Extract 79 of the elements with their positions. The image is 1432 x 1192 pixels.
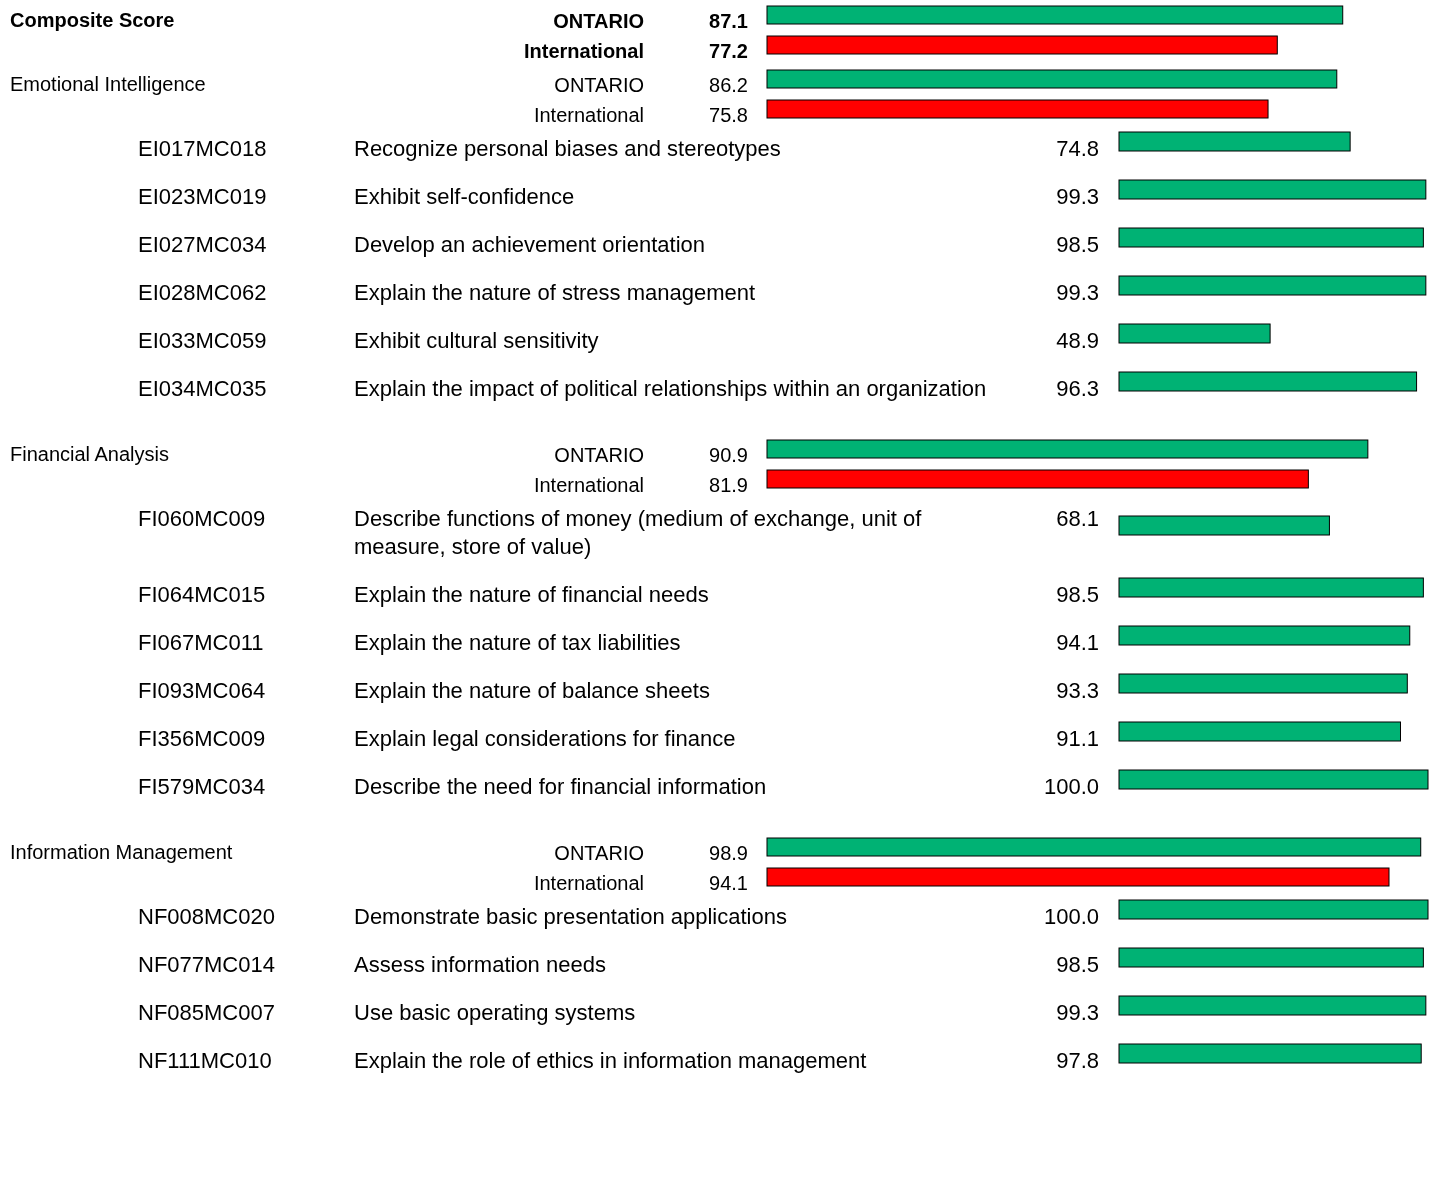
text: NF111MC010 (138, 1048, 272, 1073)
y-tick-label: Assess information needs (354, 952, 606, 977)
y-tick-label: Explain the nature of stress management (354, 280, 756, 305)
data-label: 100.0 (1043, 904, 1099, 929)
data-label: 93.3 (1056, 678, 1099, 703)
data-label: 75.8 (709, 104, 748, 126)
bar (1118, 769, 1429, 790)
data-label: 96.3 (1056, 376, 1099, 401)
text: FI579MC034 (138, 774, 266, 799)
text: NF077MC014 (138, 952, 275, 977)
y-tick-label: Explain the nature of financial needs (354, 582, 709, 607)
y-tick-label: Exhibit cultural sensitivity (354, 328, 599, 353)
text: FI093MC064 (138, 678, 266, 703)
data-label: 77.2 (709, 40, 748, 62)
data-label: 99.3 (1056, 1000, 1099, 1025)
data-label: 98.9 (709, 842, 748, 864)
data-label: 98.5 (1056, 582, 1099, 607)
text: FI064MC015 (138, 582, 266, 607)
data-label: 48.9 (1056, 328, 1099, 353)
y-axis-title: Composite Score (10, 9, 175, 31)
y-tick-label: Develop an achievement orientation (354, 232, 706, 257)
data-label: 94.1 (709, 872, 748, 894)
y-tick-label: Explain the nature of balance sheets (354, 678, 710, 703)
bar (1118, 577, 1424, 598)
bar (1118, 323, 1271, 344)
y-tick-label: Describe functions of money (medium of exchange, unit of measure, store of value) (354, 506, 923, 559)
bar (1118, 131, 1351, 152)
y-tick-label: International (523, 40, 644, 62)
y-tick-label: Explain the impact of political relationships within an organization (354, 376, 987, 401)
y-tick-label: ONTARIO (554, 842, 644, 864)
data-label: 74.8 (1056, 136, 1099, 161)
bar (1118, 721, 1401, 742)
text: NF008MC020 (138, 904, 275, 929)
data-label: 87.1 (709, 10, 748, 32)
y-tick-label: Describe the need for financial information (354, 774, 767, 799)
bar (1118, 673, 1408, 694)
data-label: 97.8 (1056, 1048, 1099, 1073)
text: EI028MC062 (138, 280, 267, 305)
data-label: 99.3 (1056, 280, 1099, 305)
y-tick-label: Explain legal considerations for finance (354, 726, 736, 751)
data-label: 98.5 (1056, 952, 1099, 977)
y-tick-label: Recognize personal biases and stereotypes (354, 136, 781, 161)
text: FI356MC009 (138, 726, 266, 751)
text: FI067MC011 (138, 630, 264, 655)
y-axis-title: Information Management (10, 841, 233, 863)
y-tick-label: International (533, 474, 644, 496)
data-label: 86.2 (709, 74, 748, 96)
data-label: 94.1 (1056, 630, 1099, 655)
data-label: 90.9 (709, 444, 748, 466)
y-axis-title: Emotional Intelligence (10, 73, 206, 95)
data-label: 99.3 (1056, 184, 1099, 209)
y-tick-label: Explain the nature of tax liabilities (354, 630, 681, 655)
text: FI060MC009 (138, 506, 266, 531)
y-tick-label: ONTARIO (554, 74, 644, 96)
y-tick-label: Demonstrate basic presentation applications (354, 904, 787, 929)
data-label: 81.9 (709, 474, 748, 496)
text: NF085MC007 (138, 1000, 275, 1025)
data-label: 100.0 (1043, 774, 1099, 799)
data-label: 68.1 (1056, 506, 1099, 531)
y-tick-label: ONTARIO (553, 10, 644, 32)
bar (1118, 371, 1418, 392)
data-label: 91.1 (1056, 726, 1099, 751)
y-tick-label: Explain the role of ethics in information management (354, 1048, 867, 1073)
text: EI023MC019 (138, 184, 267, 209)
y-tick-label: Exhibit self-confidence (354, 184, 575, 209)
text: EI017MC018 (138, 136, 267, 161)
text: EI034MC035 (138, 376, 267, 401)
data-label: 98.5 (1056, 232, 1099, 257)
y-tick-label: International (533, 104, 644, 126)
y-tick-label: ONTARIO (554, 444, 644, 466)
bar (1118, 625, 1411, 646)
bar (1118, 179, 1427, 200)
text: EI027MC034 (138, 232, 267, 257)
bar (1118, 275, 1427, 296)
y-tick-label: International (533, 872, 644, 894)
bar (1118, 227, 1424, 248)
y-axis-title: Financial Analysis (10, 443, 169, 465)
y-tick-label: Use basic operating systems (354, 1000, 636, 1025)
text: EI033MC059 (138, 328, 267, 353)
